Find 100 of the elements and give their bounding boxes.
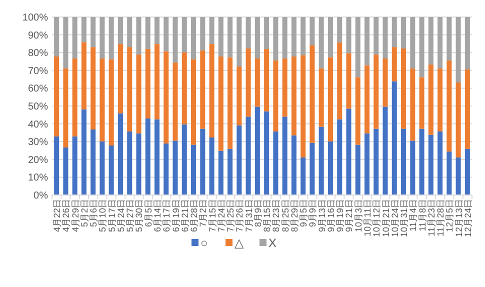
bar bbox=[318, 126, 324, 195]
y-tick-label: 10% bbox=[28, 172, 48, 184]
bar bbox=[264, 111, 270, 195]
bar bbox=[228, 148, 233, 195]
x-tick-label: 8月23日 bbox=[271, 199, 282, 232]
x-tick-label: 4月22日 bbox=[52, 199, 62, 232]
bar bbox=[282, 58, 288, 117]
x-tick-label: 9月9日 bbox=[308, 199, 318, 228]
bar bbox=[346, 53, 352, 109]
bar bbox=[209, 44, 214, 138]
bar bbox=[328, 57, 333, 142]
bar bbox=[282, 116, 288, 195]
bar bbox=[264, 49, 270, 112]
bar bbox=[310, 17, 315, 46]
bar bbox=[100, 141, 105, 195]
bar bbox=[464, 148, 470, 195]
x-tick-label: 7月26日 bbox=[234, 199, 245, 232]
bar bbox=[419, 17, 424, 78]
bar bbox=[300, 55, 306, 158]
x-tick-label: 12月5日 bbox=[444, 199, 455, 232]
bar bbox=[355, 77, 360, 145]
bar bbox=[355, 144, 360, 195]
bar bbox=[118, 113, 123, 195]
x-tick-label: 6月17日 bbox=[162, 199, 172, 232]
bar bbox=[127, 47, 132, 132]
bar bbox=[246, 17, 251, 49]
bar bbox=[382, 17, 388, 58]
bar bbox=[127, 17, 132, 48]
x-tick-label: 11月28日 bbox=[436, 199, 446, 236]
bar bbox=[136, 133, 142, 195]
bar bbox=[318, 17, 324, 68]
x-tick-label: 8月9日 bbox=[252, 199, 263, 228]
bar bbox=[154, 119, 160, 195]
bar bbox=[346, 17, 352, 54]
bar bbox=[81, 17, 86, 42]
x-tick-label: 5月30日 bbox=[134, 199, 144, 232]
bar bbox=[228, 17, 233, 58]
bar bbox=[273, 17, 278, 60]
bar bbox=[282, 17, 288, 58]
bar bbox=[428, 134, 434, 195]
bar bbox=[54, 17, 60, 57]
bar bbox=[218, 17, 224, 57]
x-tick-label: 7月2日 bbox=[198, 199, 208, 228]
bar bbox=[172, 17, 178, 63]
bar bbox=[108, 146, 114, 195]
x-tick-label: 10月21日 bbox=[380, 199, 391, 238]
y-tick-label: 20% bbox=[28, 154, 48, 166]
bar bbox=[63, 68, 68, 148]
y-tick-label: 60% bbox=[28, 84, 48, 95]
x-tick-label: 4月26日 bbox=[61, 199, 72, 232]
y-tick-label: 80% bbox=[28, 48, 48, 60]
bar bbox=[72, 136, 78, 195]
bar bbox=[328, 17, 333, 58]
bar bbox=[154, 17, 160, 44]
bar bbox=[191, 144, 196, 195]
bar bbox=[228, 57, 233, 149]
bar bbox=[410, 68, 416, 141]
bar bbox=[127, 131, 132, 195]
bar bbox=[54, 56, 60, 136]
bar bbox=[410, 140, 416, 195]
bar bbox=[364, 17, 370, 66]
x-tick-label: 5月17日 bbox=[106, 199, 117, 232]
bar bbox=[446, 152, 452, 195]
x-tick-label: 8月25日 bbox=[280, 199, 290, 232]
bar bbox=[337, 42, 342, 120]
bar bbox=[254, 17, 260, 58]
bar bbox=[108, 59, 114, 146]
bar bbox=[291, 17, 296, 57]
bar bbox=[401, 48, 406, 129]
bar bbox=[310, 45, 315, 143]
x-tick-label: 11月8日 bbox=[417, 199, 428, 232]
y-tick-label: 0% bbox=[34, 190, 48, 202]
bar bbox=[90, 47, 96, 130]
bar bbox=[136, 54, 142, 134]
legend-label: X bbox=[268, 236, 277, 250]
bar bbox=[264, 17, 270, 50]
bar bbox=[118, 17, 123, 44]
bar bbox=[273, 131, 278, 195]
x-tick-label: 8月15日 bbox=[262, 199, 272, 232]
bar bbox=[428, 17, 434, 65]
y-tick-label: 30% bbox=[28, 137, 48, 148]
bar bbox=[218, 150, 224, 195]
bar bbox=[254, 58, 260, 107]
bar bbox=[438, 131, 443, 195]
bar bbox=[401, 17, 406, 49]
x-tick-label: 11月4日 bbox=[408, 199, 418, 232]
bar bbox=[419, 128, 424, 195]
bar bbox=[209, 17, 214, 44]
bar bbox=[419, 77, 424, 129]
x-tick-label: 12月24日 bbox=[462, 199, 473, 238]
x-tick-label: 9月21日 bbox=[344, 199, 354, 232]
bar bbox=[446, 17, 452, 60]
bar bbox=[355, 17, 360, 78]
bar bbox=[456, 157, 461, 195]
bar bbox=[410, 17, 416, 68]
x-tick-label: 9月16日 bbox=[326, 199, 336, 232]
y-tick-label: 70% bbox=[28, 66, 48, 77]
bar bbox=[401, 128, 406, 195]
bar bbox=[273, 60, 278, 132]
bar bbox=[291, 56, 296, 136]
